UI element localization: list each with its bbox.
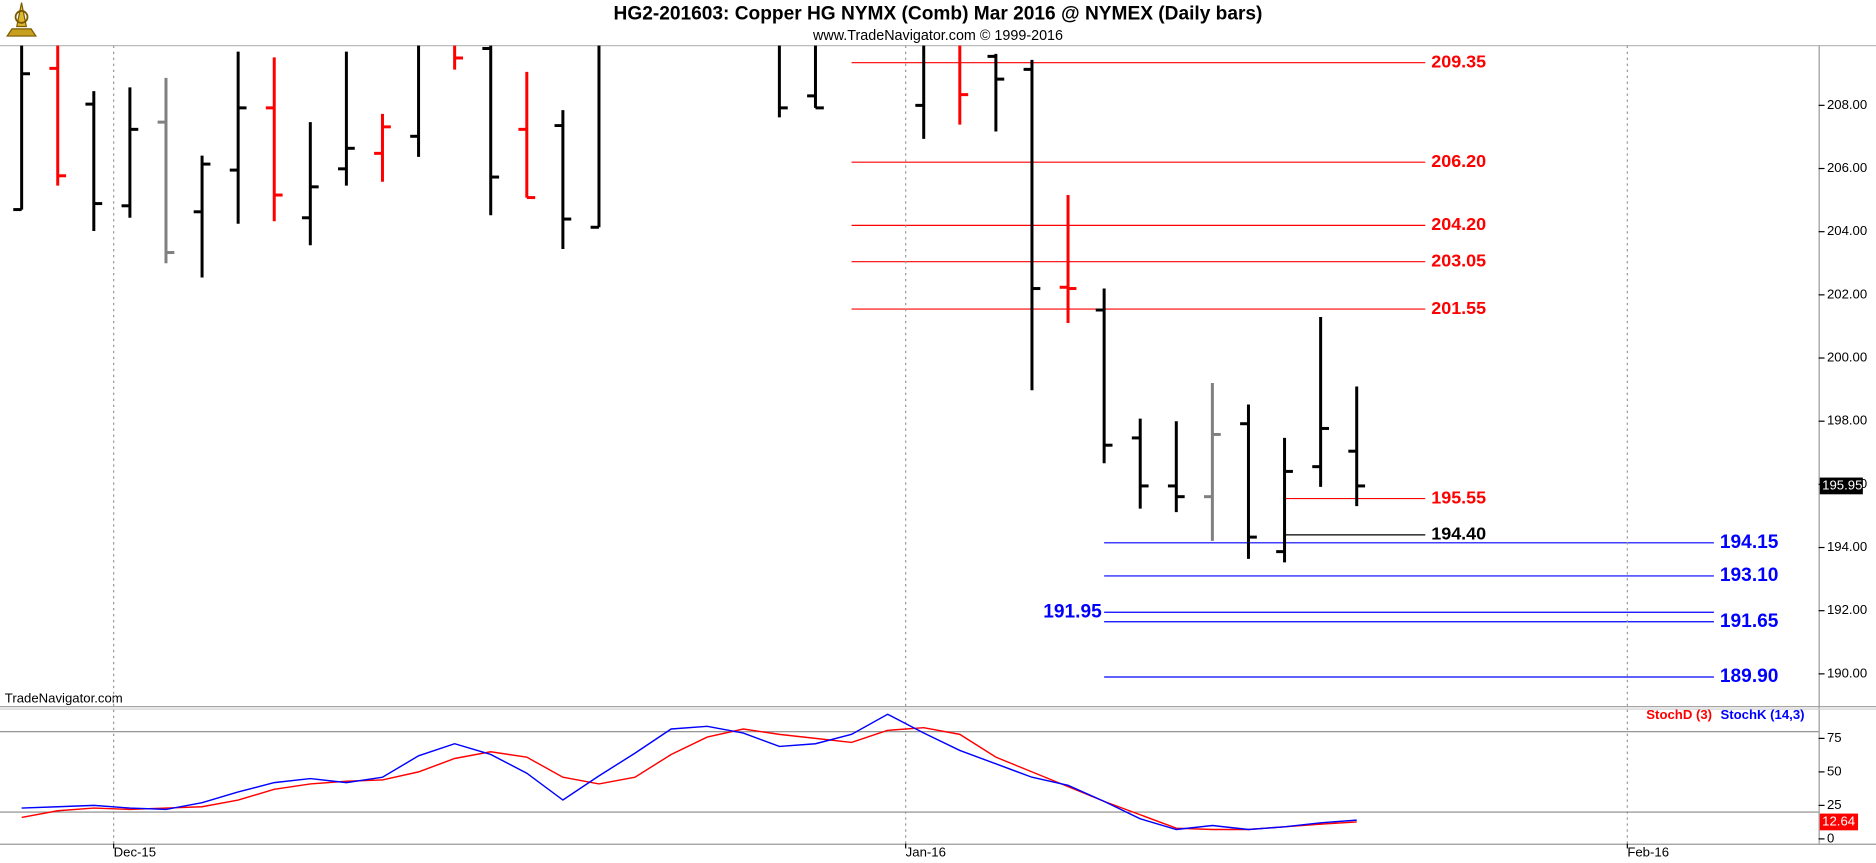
level-label: 203.05 <box>1431 250 1486 270</box>
last-price-label: 195.95 <box>1822 477 1862 492</box>
logo <box>6 2 38 37</box>
stoch-line <box>21 726 1357 831</box>
y-tick-label: 190.00 <box>1827 665 1867 680</box>
y-tick-label: 194.00 <box>1827 539 1867 554</box>
level-label: 191.65 <box>1720 611 1779 632</box>
chart-subtitle: www.TradeNavigator.com © 1999-2016 <box>812 28 1063 44</box>
y-tick-label: 198.00 <box>1827 413 1867 428</box>
y-tick-label: 208.00 <box>1827 97 1867 112</box>
level-label: 204.20 <box>1431 214 1486 234</box>
x-tick-label: Dec-15 <box>114 845 156 860</box>
y-tick-label: 75 <box>1827 730 1842 745</box>
y-tick-label: 200.00 <box>1827 349 1867 364</box>
y-tick-label: 204.00 <box>1827 223 1867 238</box>
price-panel <box>13 45 1714 678</box>
y-tick-label: 192.00 <box>1827 602 1867 617</box>
x-tick-label: Jan-16 <box>906 845 946 860</box>
last-price-box <box>1819 477 1863 495</box>
y-tick-label: 50 <box>1827 763 1842 778</box>
last-value-box <box>1819 813 1859 831</box>
level-label: 189.90 <box>1720 666 1779 687</box>
y-tick-label: 202.00 <box>1827 286 1867 301</box>
level-label: 201.55 <box>1431 298 1486 318</box>
legend-entry: StochK (14,3) <box>1720 707 1804 722</box>
level-label: 194.15 <box>1720 532 1779 553</box>
level-label: 194.40 <box>1431 524 1486 544</box>
level-label: 191.95 <box>1043 601 1102 622</box>
legend-entry: StochD (3) <box>1646 707 1712 722</box>
level-label: 206.20 <box>1431 151 1486 171</box>
level-label: 209.35 <box>1431 51 1486 71</box>
y-tick-label: 25 <box>1827 797 1842 812</box>
y-tick-label: 206.00 <box>1827 160 1867 175</box>
level-label: 193.10 <box>1720 565 1779 586</box>
y-tick-label: 0 <box>1827 830 1834 845</box>
x-tick-label: Feb-16 <box>1627 845 1669 860</box>
level-label: 195.55 <box>1431 487 1486 507</box>
last-value-label: 12.64 <box>1822 813 1855 828</box>
watermark: TradeNavigator.com <box>5 690 123 705</box>
chart-title: HG2-201603: Copper HG NYMX (Comb) Mar 20… <box>614 4 1263 25</box>
stoch-line <box>21 713 1357 831</box>
